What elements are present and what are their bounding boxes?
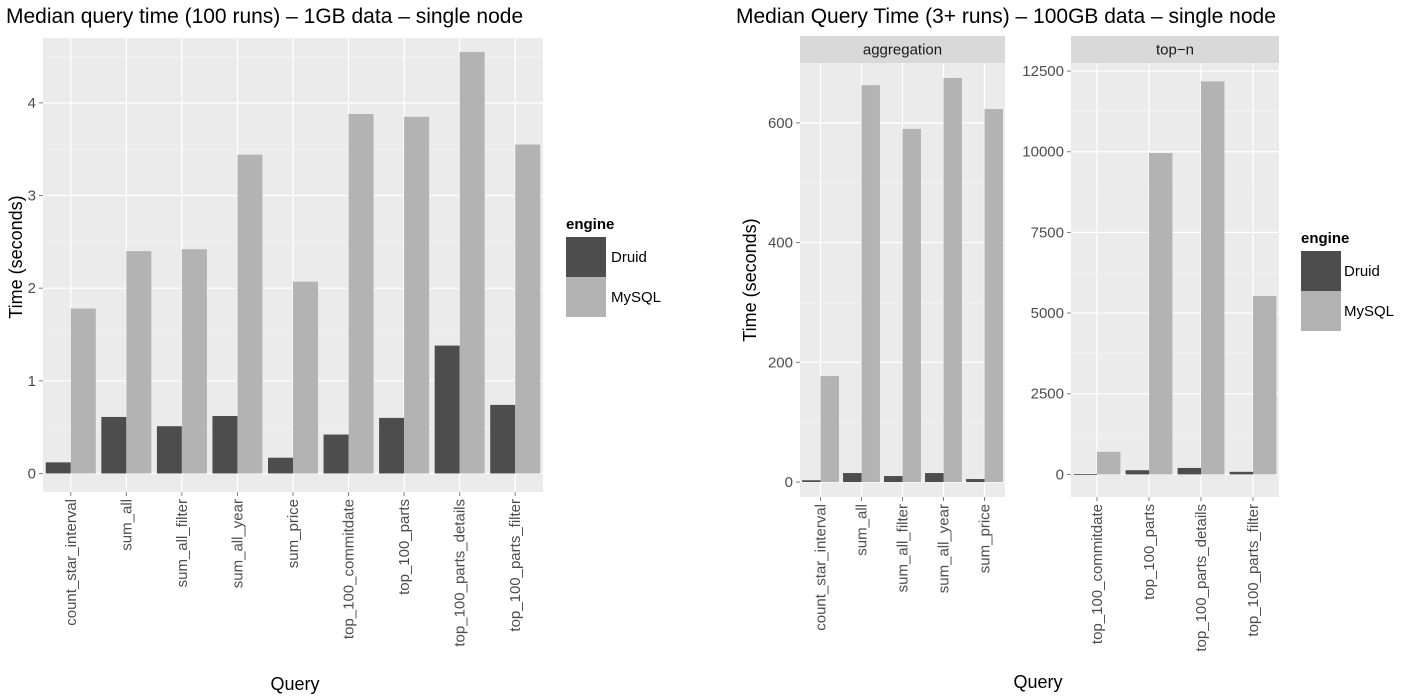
c2-f2-x-tick-label: top_100_parts <box>1141 504 1158 600</box>
chart2-legend-label-druid: Druid <box>1344 263 1380 280</box>
chart1-x-axis-title: Query <box>270 674 319 694</box>
c1-bar-mysql-sum_all_year <box>237 154 263 474</box>
c1-x-tick-label: top_100_commitdate <box>341 499 358 639</box>
c1-y-tick-label: 4 <box>28 95 36 112</box>
c2-f2-strip-label: top−n <box>1156 42 1194 59</box>
chart1-y-axis-title: Time (seconds) <box>6 195 26 318</box>
chart2-legend-title: engine <box>1301 230 1349 247</box>
c2-f1-bar-mysql-sum_all_filter <box>902 128 921 483</box>
c2-f2-y-tick-label: 12500 <box>1022 63 1064 80</box>
chart1-title: Median query time (100 runs) – 1GB data … <box>6 5 523 28</box>
c2-f2-bar-mysql-top_100_parts_filter <box>1253 295 1277 475</box>
c2-f2-y-tick-label: 5000 <box>1031 305 1064 322</box>
c1-bar-druid-sum_price <box>268 457 293 474</box>
chart2-title: Median Query Time (3+ runs) – 100GB data… <box>736 5 1276 28</box>
c2-f1-x-tick-label: count_star_interval <box>813 504 830 631</box>
c2-f1-y-tick-label: 400 <box>768 235 793 252</box>
c1-bar-mysql-top_100_parts <box>404 116 430 474</box>
c2-f1-strip-label: aggregation <box>863 42 942 59</box>
c2-f2-bar-mysql-top_100_parts <box>1149 153 1173 475</box>
c2-f2-bar-druid-top_100_commitdate <box>1073 474 1097 475</box>
c2-f1-bar-mysql-sum_price <box>984 109 1003 483</box>
c1-x-tick-label: top_100_parts_filter <box>507 499 524 632</box>
chart2-legend-key-druid <box>1301 251 1341 291</box>
c2-f1-bar-mysql-sum_all_year <box>943 77 962 483</box>
c1-bar-mysql-sum_all_filter <box>181 249 207 474</box>
c1-bar-druid-top_100_parts_filter <box>490 404 516 474</box>
c1-y-tick-label: 1 <box>28 373 36 390</box>
c2-f1-bar-druid-sum_price <box>966 479 985 483</box>
chart2-legend-key-mysql <box>1301 291 1341 331</box>
chart-panels: 0 1 2 3 4 count_star_interval sum_all sum_all_f… <box>28 36 1279 652</box>
c2-f2-bar-mysql-top_100_commitdate <box>1097 451 1121 475</box>
c1-bar-druid-sum_all <box>101 416 127 474</box>
c2-f1-bar-druid-count_star_interval <box>802 480 821 483</box>
c2-f2-bar-druid-top_100_parts <box>1125 470 1149 475</box>
c2-f2-y-tick-label: 2500 <box>1031 386 1064 403</box>
chart1-legend-key-mysql <box>566 277 606 317</box>
c1-bar-druid-sum_all_year <box>212 416 238 474</box>
c2-f2-y-tick-label: 10000 <box>1022 144 1064 161</box>
c1-bar-druid-top_100_commitdate <box>323 434 349 474</box>
c1-bar-mysql-top_100_parts_details <box>459 51 485 474</box>
c2-f1-y-tick-label: 600 <box>768 115 793 132</box>
c1-x-tick-label: sum_all <box>118 499 135 551</box>
chart1-legend-label-mysql: MySQL <box>611 289 661 306</box>
c2-f2-y-tick-label: 0 <box>1056 466 1064 483</box>
chart1-legend-key-druid <box>566 237 606 277</box>
chart2-y-axis-title: Time (seconds) <box>740 218 760 341</box>
c2-f2-bar-druid-top_100_parts_details <box>1177 467 1201 475</box>
c2-f1-x-tick-label: sum_all_year <box>936 504 953 593</box>
c1-bar-druid-sum_all_filter <box>156 426 182 474</box>
c2-f1-bar-mysql-count_star_interval <box>820 376 839 483</box>
c1-bar-mysql-top_100_commitdate <box>348 113 374 474</box>
chart2-x-axis-title: Query <box>1013 672 1062 692</box>
c2-f1-x-tick-label: sum_all_filter <box>895 504 912 592</box>
c1-y-tick-label: 3 <box>28 188 36 205</box>
c1-y-tick-label: 2 <box>28 280 36 297</box>
c1-x-tick-label: count_star_interval <box>63 499 80 626</box>
chart2-legend-label-mysql: MySQL <box>1344 303 1394 320</box>
c2-f2-y-tick-label: 7500 <box>1031 224 1064 241</box>
c1-bar-druid-top_100_parts_details <box>434 345 460 474</box>
c1-x-tick-label: top_100_parts <box>396 499 413 595</box>
c2-f1-bar-druid-sum_all_year <box>925 473 944 483</box>
c2-f1-x-tick-label: sum_all <box>854 504 871 556</box>
chart1-legend-label-druid: Druid <box>611 249 647 266</box>
c2-f2-x-tick-label: top_100_parts_details <box>1193 504 1210 652</box>
c1-x-tick-label: sum_price <box>285 499 302 568</box>
c2-f2-x-tick-label: top_100_parts_filter <box>1245 504 1262 637</box>
c2-f2-strip <box>1071 36 1279 63</box>
c2-f2-bar-druid-top_100_parts_filter <box>1229 471 1253 475</box>
c2-f1-strip <box>800 36 1005 63</box>
c2-f1-bar-druid-sum_all <box>843 473 862 483</box>
c1-bar-druid-top_100_parts <box>379 417 405 474</box>
c1-bar-mysql-sum_all <box>126 251 152 474</box>
c1-x-tick-label: sum_all_year <box>229 499 246 588</box>
c1-x-tick-label: top_100_parts_details <box>452 499 469 647</box>
c1-bar-druid-count_star_interval <box>45 462 71 474</box>
c2-f1-y-tick-label: 0 <box>785 474 793 491</box>
c2-f1-x-tick-label: sum_price <box>977 504 994 573</box>
c2-f2-bar-mysql-top_100_parts_details <box>1201 81 1225 475</box>
c2-f2-panel <box>1071 63 1279 497</box>
c2-f1-bar-druid-sum_all_filter <box>884 476 903 483</box>
c2-f1-bar-mysql-sum_all <box>861 85 880 483</box>
c1-y-tick-label: 0 <box>28 465 36 482</box>
c2-f2-x-tick-label: top_100_commitdate <box>1089 504 1106 644</box>
chart1-legend-title: engine <box>566 216 614 233</box>
c1-bar-mysql-sum_price <box>293 281 318 474</box>
c2-f1-y-tick-label: 200 <box>768 354 793 371</box>
c1-bar-mysql-top_100_parts_filter <box>515 144 541 474</box>
c1-x-tick-label: sum_all_filter <box>174 499 191 587</box>
c1-bar-mysql-count_star_interval <box>70 308 96 474</box>
